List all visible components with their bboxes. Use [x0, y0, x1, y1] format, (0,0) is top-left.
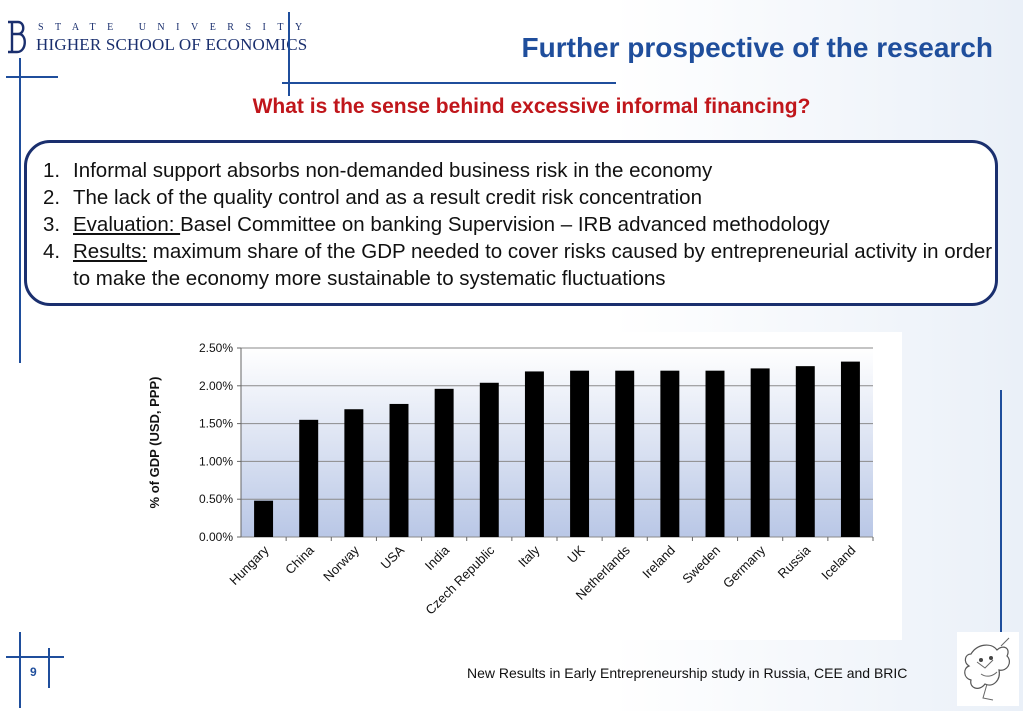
- bar: [795, 366, 815, 537]
- bar: [524, 371, 544, 537]
- x-tick-label: Italy: [515, 542, 543, 570]
- bar: [254, 500, 274, 537]
- x-tick-label: USA: [378, 542, 408, 572]
- slide-subtitle: What is the sense behind excessive infor…: [252, 95, 811, 118]
- chart-container: 0.00% 0.50% 1.00% 1.50% 2.00% 2.50% Hungary Chi…: [121, 332, 902, 640]
- item-label: Results:: [73, 240, 148, 263]
- x-tick-label: Germany: [720, 542, 769, 591]
- y-tick-label: 2.00%: [199, 379, 233, 393]
- logo-line-1: STATE UNIVERSITY: [38, 22, 314, 33]
- list-item: 2. The lack of the quality control and as…: [27, 184, 995, 211]
- bar: [705, 370, 725, 537]
- x-tick-label: Ireland: [639, 543, 678, 582]
- item-number: 3.: [43, 213, 61, 236]
- list-item: 3. Evaluation: Basel Committee on banking…: [27, 211, 995, 238]
- bar: [434, 388, 454, 537]
- y-tick-label: 0.00%: [199, 530, 233, 544]
- x-tick-label: Sweden: [679, 543, 723, 587]
- plot-area: [241, 348, 873, 537]
- bar: [570, 370, 590, 537]
- x-tick-label: India: [422, 542, 453, 573]
- item-text: Informal support absorbs non-demanded bu…: [73, 159, 713, 182]
- bar: [615, 370, 635, 537]
- decorative-drawing: [957, 632, 1019, 706]
- y-tick-label: 1.50%: [199, 417, 233, 431]
- divider-horizontal-top: [282, 82, 616, 84]
- hse-logo-icon: [8, 20, 26, 54]
- points-list: 1. Informal support absorbs non-demanded …: [27, 143, 995, 292]
- y-tick-label: 1.00%: [199, 454, 233, 468]
- footer-text: New Results in Early Entrepreneurship st…: [467, 665, 908, 681]
- bar: [299, 419, 319, 537]
- y-tick-label: 0.50%: [199, 492, 233, 506]
- y-tick-label: 2.50%: [199, 341, 233, 355]
- item-number: 4.: [43, 240, 61, 263]
- x-tick-label: Hungary: [226, 542, 272, 588]
- item-text: The lack of the quality control and as a…: [73, 186, 702, 209]
- list-item: 1. Informal support absorbs non-demanded …: [27, 157, 995, 184]
- university-logo: STATE UNIVERSITY HIGHER SCHOOL OF ECONOM…: [6, 18, 307, 58]
- bar: [479, 382, 499, 537]
- item-label: Evaluation:: [73, 213, 181, 236]
- x-tick-label: UK: [564, 542, 588, 566]
- divider-horizontal-bottom-left: [6, 656, 64, 658]
- item-text: maximum share of the GDP needed to cover…: [73, 240, 993, 290]
- x-tick-label: China: [282, 542, 317, 577]
- divider-vertical-bottom: [48, 648, 50, 688]
- x-tick-label: Norway: [320, 542, 362, 584]
- sketch-figure-icon: [964, 637, 1011, 701]
- list-item: 4. Results: maximum share of the GDP need…: [27, 238, 995, 292]
- item-text: Basel Committee on banking Supervision –…: [180, 213, 830, 236]
- item-number: 1.: [43, 159, 61, 182]
- bar: [660, 370, 680, 537]
- bar-chart: 0.00% 0.50% 1.00% 1.50% 2.00% 2.50% Hungary Chi…: [147, 341, 874, 618]
- item-number: 2.: [43, 186, 61, 209]
- divider-vertical-top: [288, 12, 290, 96]
- bar: [840, 361, 860, 537]
- y-axis-label: % of GDP (USD, PPP): [147, 377, 162, 509]
- bar: [389, 403, 409, 537]
- page-title: Further prospective of the research: [521, 32, 993, 63]
- divider-vertical-right: [1000, 390, 1002, 635]
- bar: [344, 409, 364, 537]
- page-number: 9: [30, 665, 37, 679]
- divider-vertical-top-left: [19, 58, 21, 363]
- x-tick-label: Iceland: [818, 543, 858, 583]
- logo-line-2: HIGHER SCHOOL OF ECONOMICS: [36, 35, 308, 54]
- divider-vertical-bottom-left: [19, 632, 21, 708]
- x-tick-label: Russia: [775, 542, 814, 581]
- bar: [750, 368, 770, 537]
- points-box: 1. Informal support absorbs non-demanded …: [24, 140, 998, 306]
- divider-horizontal-top-left: [6, 76, 58, 78]
